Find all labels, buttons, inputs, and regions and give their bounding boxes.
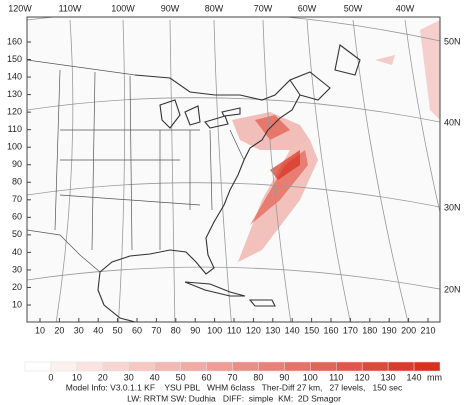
grid-index-label: 20 [12, 282, 22, 292]
grid-index-label: 140 [7, 71, 22, 81]
grid-index-label: 30 [74, 325, 84, 335]
grid-index-label: 30 [12, 264, 22, 274]
grid-index-label: 40 [12, 247, 22, 257]
grid-index-label: 160 [323, 325, 338, 335]
grid-index-label: 60 [12, 212, 22, 222]
grid-index-label: 150 [304, 325, 319, 335]
colorbar-swatch [24, 361, 52, 372]
colorbar-label: 10 [72, 372, 82, 382]
grid-index-label: 200 [401, 325, 416, 335]
grid-index-label: 110 [227, 325, 241, 335]
longitude-label: 80W [205, 3, 224, 13]
colorbar-label: 50 [176, 372, 186, 382]
grid-index-label: 110 [8, 124, 22, 134]
grid-index-label: 180 [362, 325, 377, 335]
colorbar-unit: mm [427, 372, 442, 382]
colorbar-label: 0 [48, 372, 53, 382]
grid-index-label: 100 [207, 325, 222, 335]
latitude-label: 40N [444, 117, 461, 127]
grid-index-label: 70 [151, 325, 161, 335]
latitude-label: 30N [444, 202, 461, 212]
map-area [27, 17, 440, 322]
longitude-label: 100W [111, 3, 135, 13]
colorbar-swatch [128, 361, 155, 372]
grid-index-label: 10 [35, 325, 45, 335]
grid-index-label: 120 [7, 107, 22, 117]
grid-index-label: 130 [7, 89, 22, 99]
longitude-label: 90W [161, 3, 180, 13]
colorbar-label: 60 [202, 372, 212, 382]
grid-index-label: 160 [7, 36, 22, 46]
grid-index-label: 210 [420, 325, 435, 335]
colorbar-label: 110 [329, 372, 343, 382]
grid-index-label: 50 [12, 229, 22, 239]
grid-index-label: 80 [12, 177, 22, 187]
precipitation [232, 20, 440, 262]
colorbar-swatch [284, 361, 311, 372]
colorbar-swatch [76, 361, 104, 372]
colorbar-swatch [154, 361, 181, 372]
borders [27, 59, 245, 273]
graticule [27, 17, 440, 322]
longitude-label: 60W [298, 3, 317, 13]
longitude-label: 50W [344, 3, 363, 13]
grid-index-label: 90 [12, 159, 22, 169]
grid-index-label: 50 [113, 325, 123, 335]
grid-index-label: 190 [382, 325, 397, 335]
colorbar-swatch [206, 361, 233, 372]
coastlines [97, 44, 361, 322]
colorbar-swatch [180, 361, 207, 372]
colorbar-swatch [102, 361, 129, 372]
colorbar-label: 40 [150, 372, 160, 382]
colorbar-label: 30 [124, 372, 134, 382]
latitude-label: 20N [444, 284, 461, 294]
colorbar-label: 20 [98, 372, 108, 382]
colorbar-label: 70 [227, 372, 237, 382]
longitude-label: 40W [396, 3, 415, 13]
colorbar-swatch [310, 361, 337, 372]
grid-index-label: 170 [343, 325, 358, 335]
grid-index-label: 40 [93, 325, 103, 335]
longitude-label: 120W [8, 3, 32, 13]
grid-index-label: 60 [132, 325, 142, 335]
colorbar-swatch [232, 361, 259, 372]
footer-line: Model Info: V3.0.1.1 KF YSU PBL WHM 6cla… [66, 382, 403, 392]
grid-index-label: 20 [54, 325, 64, 335]
grid-index-label: 80 [171, 325, 181, 335]
colorbar-swatch [258, 361, 285, 372]
longitude-label: 110W [59, 3, 82, 13]
colorbar-swatch [336, 361, 363, 372]
colorbar-swatch [50, 361, 78, 372]
grid-index-label: 150 [7, 54, 22, 64]
longitude-label: 70W [254, 3, 273, 13]
colorbar-swatch [387, 361, 415, 372]
grid-index-label: 70 [12, 194, 22, 204]
colorbar-label: 130 [381, 372, 396, 382]
footer-line: LW: RRTM SW: Dudhia DIFF: simple KM: 2D … [127, 393, 341, 403]
colorbar-swatch [361, 361, 389, 372]
grid-index-label: 120 [246, 325, 261, 335]
grid-index-label: 140 [285, 325, 300, 335]
colorbar-label: 120 [355, 372, 370, 382]
grid-index-label: 90 [190, 325, 200, 335]
colorbar-label: 100 [303, 372, 318, 382]
grid-index-label: 10 [12, 299, 22, 309]
grid-index-label: 100 [7, 142, 22, 152]
colorbar-label: 140 [407, 372, 422, 382]
colorbar-swatch [413, 361, 441, 372]
map-background [27, 17, 440, 322]
colorbar-label: 80 [253, 372, 263, 382]
latitude-label: 50N [444, 36, 461, 46]
colorbar-label: 90 [279, 372, 289, 382]
grid-index-label: 130 [265, 325, 280, 335]
